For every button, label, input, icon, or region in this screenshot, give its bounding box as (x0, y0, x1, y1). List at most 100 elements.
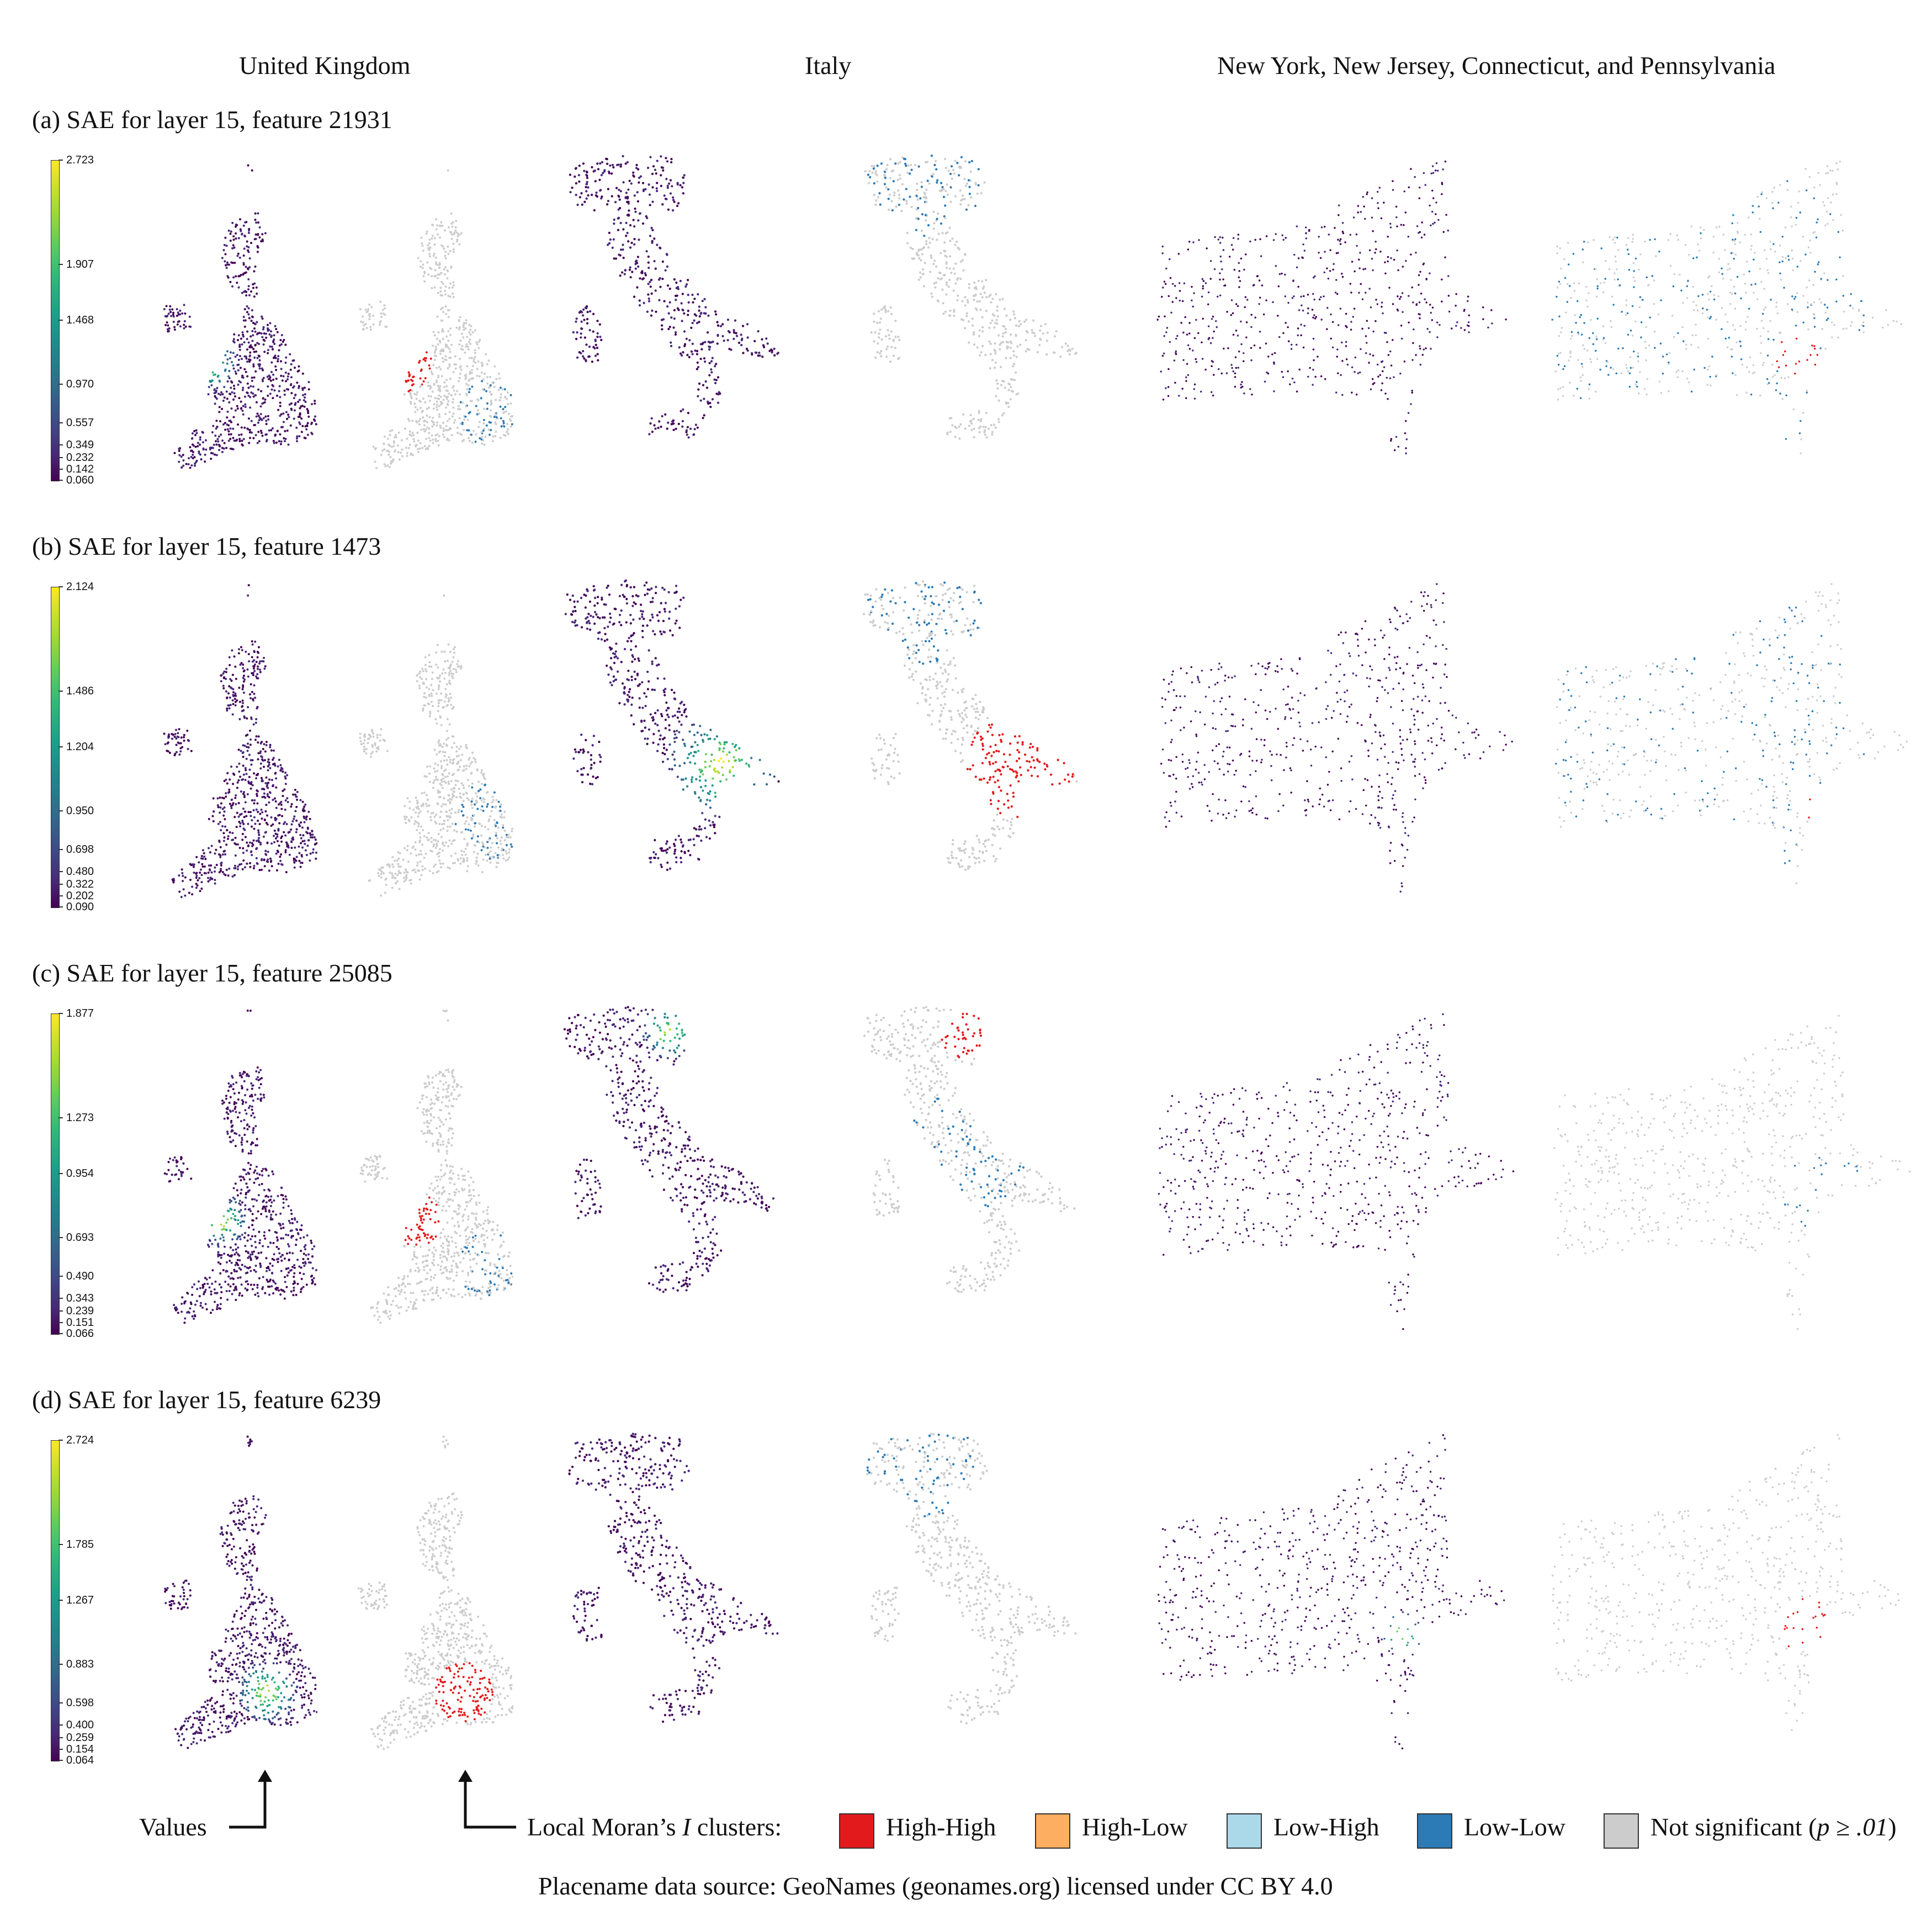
colorbar-tick-label: 0.066 (66, 1328, 94, 1340)
uk-cluster-map-row-3 (357, 1435, 513, 1750)
swatch-not-significant (1604, 1813, 1639, 1849)
colorbar-tick (59, 1310, 63, 1312)
colorbar-tick-label: 0.693 (66, 1232, 94, 1244)
colorbar-tick (59, 871, 63, 873)
colorbar-row-2 (51, 1013, 60, 1335)
colorbar-tick (59, 1237, 63, 1238)
it-value-map-row-0 (569, 155, 779, 439)
clusters-arrow (458, 1770, 516, 1829)
legend-high-low: High-Low (1082, 1813, 1188, 1841)
colorbar-tick-label: 0.142 (66, 463, 94, 475)
it-cluster-map-row-1 (862, 580, 1078, 871)
uk-value-map-row-3 (164, 1435, 317, 1749)
colorbar-tick (59, 384, 63, 385)
uk-cluster-map-row-1 (359, 594, 513, 897)
colorbar-tick-label: 0.954 (66, 1167, 94, 1180)
clusters-label: Local Moran’s I clusters: (527, 1813, 782, 1841)
colorbar-tick (59, 457, 63, 459)
us-value-map-row-0 (1156, 160, 1507, 455)
colorbar-tick-label: 1.273 (66, 1111, 94, 1124)
colorbar-tick-label: 0.698 (66, 843, 94, 856)
colorbar-tick (59, 160, 63, 161)
swatch-low-low (1417, 1813, 1452, 1849)
colorbar-tick (59, 1333, 63, 1334)
data-source-note: Placename data source: GeoNames (geoname… (538, 1872, 1333, 1900)
colorbar-tick-label: 1.907 (66, 258, 94, 270)
it-cluster-map-row-2 (863, 1006, 1076, 1293)
colorbar-row-3 (51, 1440, 60, 1761)
row-title-0: (a) SAE for layer 15, feature 21931 (32, 105, 392, 134)
it-value-map-row-2 (563, 1006, 775, 1293)
colorbar-tick-label: 2.124 (66, 581, 94, 593)
us-cluster-map-row-2 (1553, 1015, 1911, 1330)
colorbar-tick (59, 1117, 63, 1118)
uk-cluster-map-row-0 (359, 169, 513, 469)
colorbar-tick-label: 0.343 (66, 1292, 94, 1305)
colorbar-tick (59, 1013, 63, 1014)
legend-not-significant: Not significant (p ≥ .01) (1650, 1813, 1897, 1841)
colorbar-tick (59, 1298, 63, 1299)
colorbar-tick (59, 1664, 63, 1665)
colorbar-tick-label: 1.877 (66, 1007, 94, 1020)
legend-low-high: Low-High (1273, 1813, 1379, 1841)
colorbar-tick-label: 0.557 (66, 416, 94, 429)
colorbar-tick-label: 1.204 (66, 741, 94, 753)
colorbar-tick (59, 690, 63, 692)
colorbar-tick-label: 0.202 (66, 889, 94, 902)
colorbar-tick (59, 586, 63, 587)
uk-cluster-map-row-2 (359, 1009, 513, 1324)
swatch-high-high (839, 1813, 874, 1849)
colorbar-tick-label: 0.883 (66, 1658, 94, 1670)
colorbar-tick-label: 1.468 (66, 314, 94, 326)
row-title-1: (b) SAE for layer 15, feature 1473 (32, 532, 381, 560)
row-title-2: (c) SAE for layer 15, feature 25085 (32, 959, 392, 987)
colorbar-tick-label: 0.349 (66, 439, 94, 452)
header-uk: United Kingdom (239, 51, 411, 79)
colorbar-tick (59, 1321, 63, 1323)
colorbar-tick-label: 0.970 (66, 378, 94, 390)
colorbar-tick (59, 810, 63, 811)
colorbar-tick-label: 0.239 (66, 1305, 94, 1318)
us-value-map-row-1 (1160, 583, 1513, 893)
us-value-map-row-3 (1157, 1434, 1505, 1750)
colorbar-tick-label: 0.060 (66, 474, 94, 486)
legend-low-low: Low-Low (1464, 1813, 1565, 1841)
colorbar-tick (59, 422, 63, 423)
header-us: New York, New Jersey, Connecticut, and P… (1217, 51, 1776, 79)
colorbar-tick-label: 0.259 (66, 1732, 94, 1744)
colorbar-tick (59, 906, 63, 907)
colorbar-tick (59, 444, 63, 446)
colorbar-tick (59, 320, 63, 321)
colorbar-tick (59, 468, 63, 470)
row-title-3: (d) SAE for layer 15, feature 6239 (32, 1386, 381, 1414)
colorbar-tick (59, 1440, 63, 1441)
colorbar-tick-label: 0.400 (66, 1719, 94, 1732)
colorbar-tick (59, 848, 63, 850)
it-cluster-map-row-3 (866, 1432, 1077, 1724)
colorbar-tick (59, 1702, 63, 1703)
colorbar-tick-label: 0.490 (66, 1270, 94, 1282)
colorbar-row-0 (51, 160, 60, 481)
colorbar-tick-label: 0.151 (66, 1316, 94, 1329)
colorbar-tick (59, 263, 63, 265)
colorbar-tick-label: 0.950 (66, 805, 94, 817)
us-value-map-row-2 (1158, 1013, 1515, 1330)
swatch-low-high (1227, 1813, 1262, 1849)
colorbar-tick (59, 1737, 63, 1739)
colorbar-tick-label: 0.598 (66, 1696, 94, 1709)
header-italy: Italy (805, 51, 852, 79)
colorbar-tick (59, 1275, 63, 1277)
legend-high-high: High-High (886, 1813, 996, 1841)
colorbar-row-1 (51, 587, 60, 908)
colorbar-tick (59, 480, 63, 481)
us-cluster-map-row-0 (1551, 160, 1903, 455)
uk-value-map-row-0 (163, 164, 317, 469)
colorbar-tick-label: 0.154 (66, 1743, 94, 1755)
us-cluster-map-row-3 (1551, 1434, 1900, 1731)
swatch-high-low (1035, 1813, 1070, 1849)
it-value-map-row-1 (564, 579, 780, 871)
colorbar-tick (59, 1543, 63, 1545)
colorbar-tick (59, 1724, 63, 1726)
colorbar-tick (59, 1760, 63, 1761)
colorbar-tick (59, 1748, 63, 1750)
